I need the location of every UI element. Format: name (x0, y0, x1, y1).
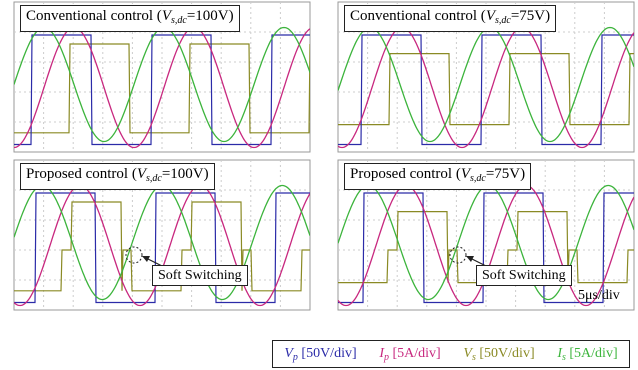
legend-item: Vp [50V/div] (284, 346, 356, 363)
legend-symbol: V (284, 346, 293, 361)
figure: Vp [50V/div] Ip [5A/div] Vs [50V/div] Is [5… (0, 0, 638, 370)
legend-subscript: s (562, 352, 566, 363)
legend-scale: [50V/div] (301, 346, 356, 361)
legend-item: Vs [50V/div] (463, 346, 534, 363)
title-text: Conventional control ( (350, 8, 486, 24)
legend-subscript: p (384, 352, 389, 363)
title-text: =100V) (162, 166, 209, 182)
title-symbol: V (162, 8, 171, 24)
title-subscript: s,dc (146, 173, 162, 184)
legend-item: Is [5A/div] (557, 346, 617, 363)
panel-title: Proposed control (Vs,dc=100V) (20, 163, 215, 190)
time-scale: 5μs/div (578, 288, 620, 304)
title-subscript: s,dc (171, 15, 187, 26)
title-text: Proposed control ( (350, 166, 461, 182)
title-text: Conventional control ( (26, 8, 162, 24)
title-text: Proposed control ( (26, 166, 137, 182)
panel-title: Conventional control (Vs,dc=100V) (20, 5, 240, 32)
panel-title: Proposed control (Vs,dc=75V) (344, 163, 531, 190)
title-text: =75V) (486, 166, 525, 182)
title-symbol: V (461, 166, 470, 182)
annotation: Soft Switching (476, 265, 572, 286)
legend: Vp [50V/div] Ip [5A/div] Vs [50V/div] Is [5… (272, 340, 630, 368)
title-text: =100V) (187, 8, 234, 24)
title-symbol: V (486, 8, 495, 24)
legend-subscript: s (472, 352, 476, 363)
legend-item: Ip [5A/div] (379, 346, 440, 363)
title-symbol: V (137, 166, 146, 182)
legend-scale: [5A/div] (569, 346, 617, 361)
legend-scale: [5A/div] (393, 346, 441, 361)
title-text: =75V) (511, 8, 550, 24)
legend-subscript: p (293, 352, 298, 363)
legend-symbol: V (463, 346, 472, 361)
title-subscript: s,dc (495, 15, 511, 26)
panel-title: Conventional control (Vs,dc=75V) (344, 5, 556, 32)
legend-scale: [50V/div] (479, 346, 534, 361)
annotation: Soft Switching (152, 265, 248, 286)
title-subscript: s,dc (470, 173, 486, 184)
